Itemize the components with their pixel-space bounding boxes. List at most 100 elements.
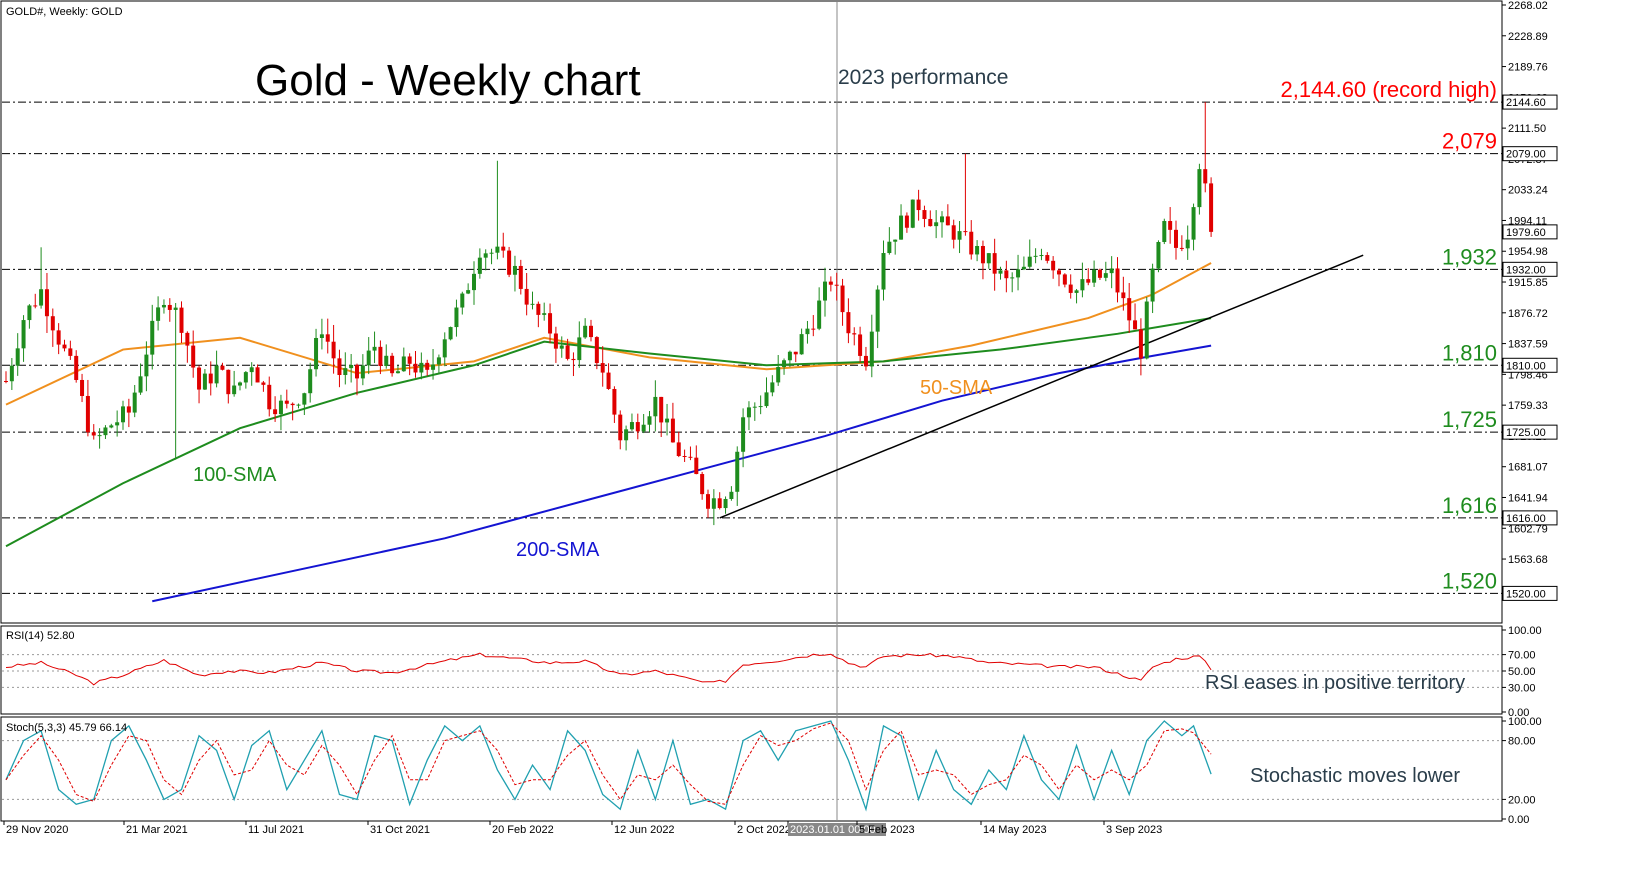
candle-body	[1097, 269, 1102, 278]
candle-body	[91, 432, 96, 436]
candle-body	[1062, 274, 1067, 285]
candle-body	[232, 385, 237, 395]
candle-body	[185, 332, 190, 346]
candle-body	[214, 365, 219, 384]
candle-body	[1174, 229, 1178, 248]
candle-body	[548, 313, 553, 334]
price-axis: 2268.022228.892189.762150.632111.502072.…	[1502, 0, 1558, 826]
candle-body	[1045, 255, 1050, 261]
candle-body	[817, 300, 822, 329]
candle-body	[121, 406, 125, 423]
candle-body	[477, 257, 482, 274]
candle-body	[752, 406, 757, 408]
candle-body	[945, 216, 950, 226]
candle-body	[823, 281, 827, 301]
candle-body	[536, 303, 541, 315]
level-annotation: 1,520	[1442, 568, 1497, 593]
candle-body	[770, 382, 775, 393]
candle-body	[243, 372, 248, 383]
level-axis-box	[1502, 261, 1558, 277]
candle-body	[489, 252, 494, 254]
candle-body	[1179, 247, 1184, 249]
level-axis-label: 2144.60	[1506, 97, 1546, 109]
candle-body	[1021, 266, 1026, 270]
level-axis-box	[1502, 357, 1558, 373]
candle-body	[495, 246, 500, 253]
level-axis-label: 1932.00	[1506, 264, 1546, 276]
sma50-label: 50-SMA	[920, 377, 993, 399]
candle-body	[138, 376, 143, 393]
stoch-panel-frame	[0, 716, 1503, 822]
rsi-layer	[2, 652, 1502, 688]
candle-body	[395, 371, 400, 374]
price-tick-label: 1837.59	[1508, 339, 1548, 351]
candle-body	[1203, 169, 1208, 184]
candle-body	[1185, 239, 1190, 249]
candle-body	[507, 250, 512, 275]
candle-body	[343, 368, 348, 376]
candle-body	[431, 364, 436, 370]
level-annotation: 1,725	[1442, 407, 1497, 432]
candle-body	[167, 304, 172, 310]
time-tick-label: 5 Feb 2023	[859, 824, 915, 836]
candle-body	[419, 362, 424, 373]
candle-body	[62, 344, 67, 349]
candle-body	[85, 395, 90, 433]
candle-body	[378, 346, 383, 366]
level-axis-box	[1502, 585, 1558, 601]
candle-body	[793, 351, 798, 355]
candle-body	[986, 253, 991, 264]
stoch-annotation: Stochastic moves lower	[1250, 765, 1460, 787]
candle-body	[787, 351, 792, 361]
time-tick-label: 29 Nov 2020	[6, 824, 68, 836]
level-axis-label: 2079.00	[1506, 149, 1546, 161]
rsi-label: RSI(14) 52.80	[6, 630, 74, 642]
candle-body	[1004, 270, 1009, 279]
candle-body	[255, 367, 260, 383]
candle-body	[758, 406, 763, 408]
candle-body	[746, 407, 751, 418]
candle-body	[893, 239, 898, 242]
candle-body	[360, 365, 365, 379]
level-axis-label: 1725.00	[1506, 427, 1546, 439]
candle-body	[899, 215, 904, 240]
candle-body	[524, 288, 529, 305]
candle-body	[436, 357, 441, 365]
candle-body	[963, 231, 968, 233]
candle-body	[1121, 292, 1126, 299]
candle-body	[869, 331, 874, 367]
candle-body	[144, 354, 149, 377]
level-annotation: 1,810	[1442, 340, 1497, 365]
stoch-layer	[2, 720, 1502, 812]
candle-body	[729, 491, 734, 499]
candle-body	[1051, 260, 1056, 271]
candle-body	[1057, 270, 1061, 275]
candle-body	[998, 270, 1003, 274]
time-tick-label: 20 Feb 2022	[492, 824, 554, 836]
level-axis-label: 1616.00	[1506, 513, 1546, 525]
candle-body	[928, 218, 933, 227]
candle-body	[647, 416, 652, 425]
candle-body	[653, 396, 658, 417]
candle-body	[600, 363, 605, 373]
candle-body	[612, 388, 617, 415]
candle-body	[518, 265, 523, 289]
candle-body	[975, 245, 980, 255]
candle-body	[156, 307, 161, 321]
candle-body	[384, 355, 389, 366]
rsi-tick-label: 50.00	[1508, 666, 1536, 678]
candle-body	[828, 281, 833, 285]
price-tick-label: 1681.07	[1508, 462, 1548, 474]
candle-body	[68, 348, 73, 356]
candle-body	[173, 307, 178, 310]
chart-title: Gold - Weekly chart	[255, 56, 641, 105]
candle-body	[9, 365, 14, 382]
trendline-layer	[719, 254, 1364, 519]
candle-body	[1068, 284, 1073, 293]
candle-body	[782, 360, 787, 367]
candle-body	[594, 337, 599, 364]
level-axis-box	[1502, 146, 1558, 162]
symbol-label: GOLD#, Weekly: GOLD	[6, 6, 123, 18]
price-tick-label: 1915.85	[1508, 277, 1548, 289]
